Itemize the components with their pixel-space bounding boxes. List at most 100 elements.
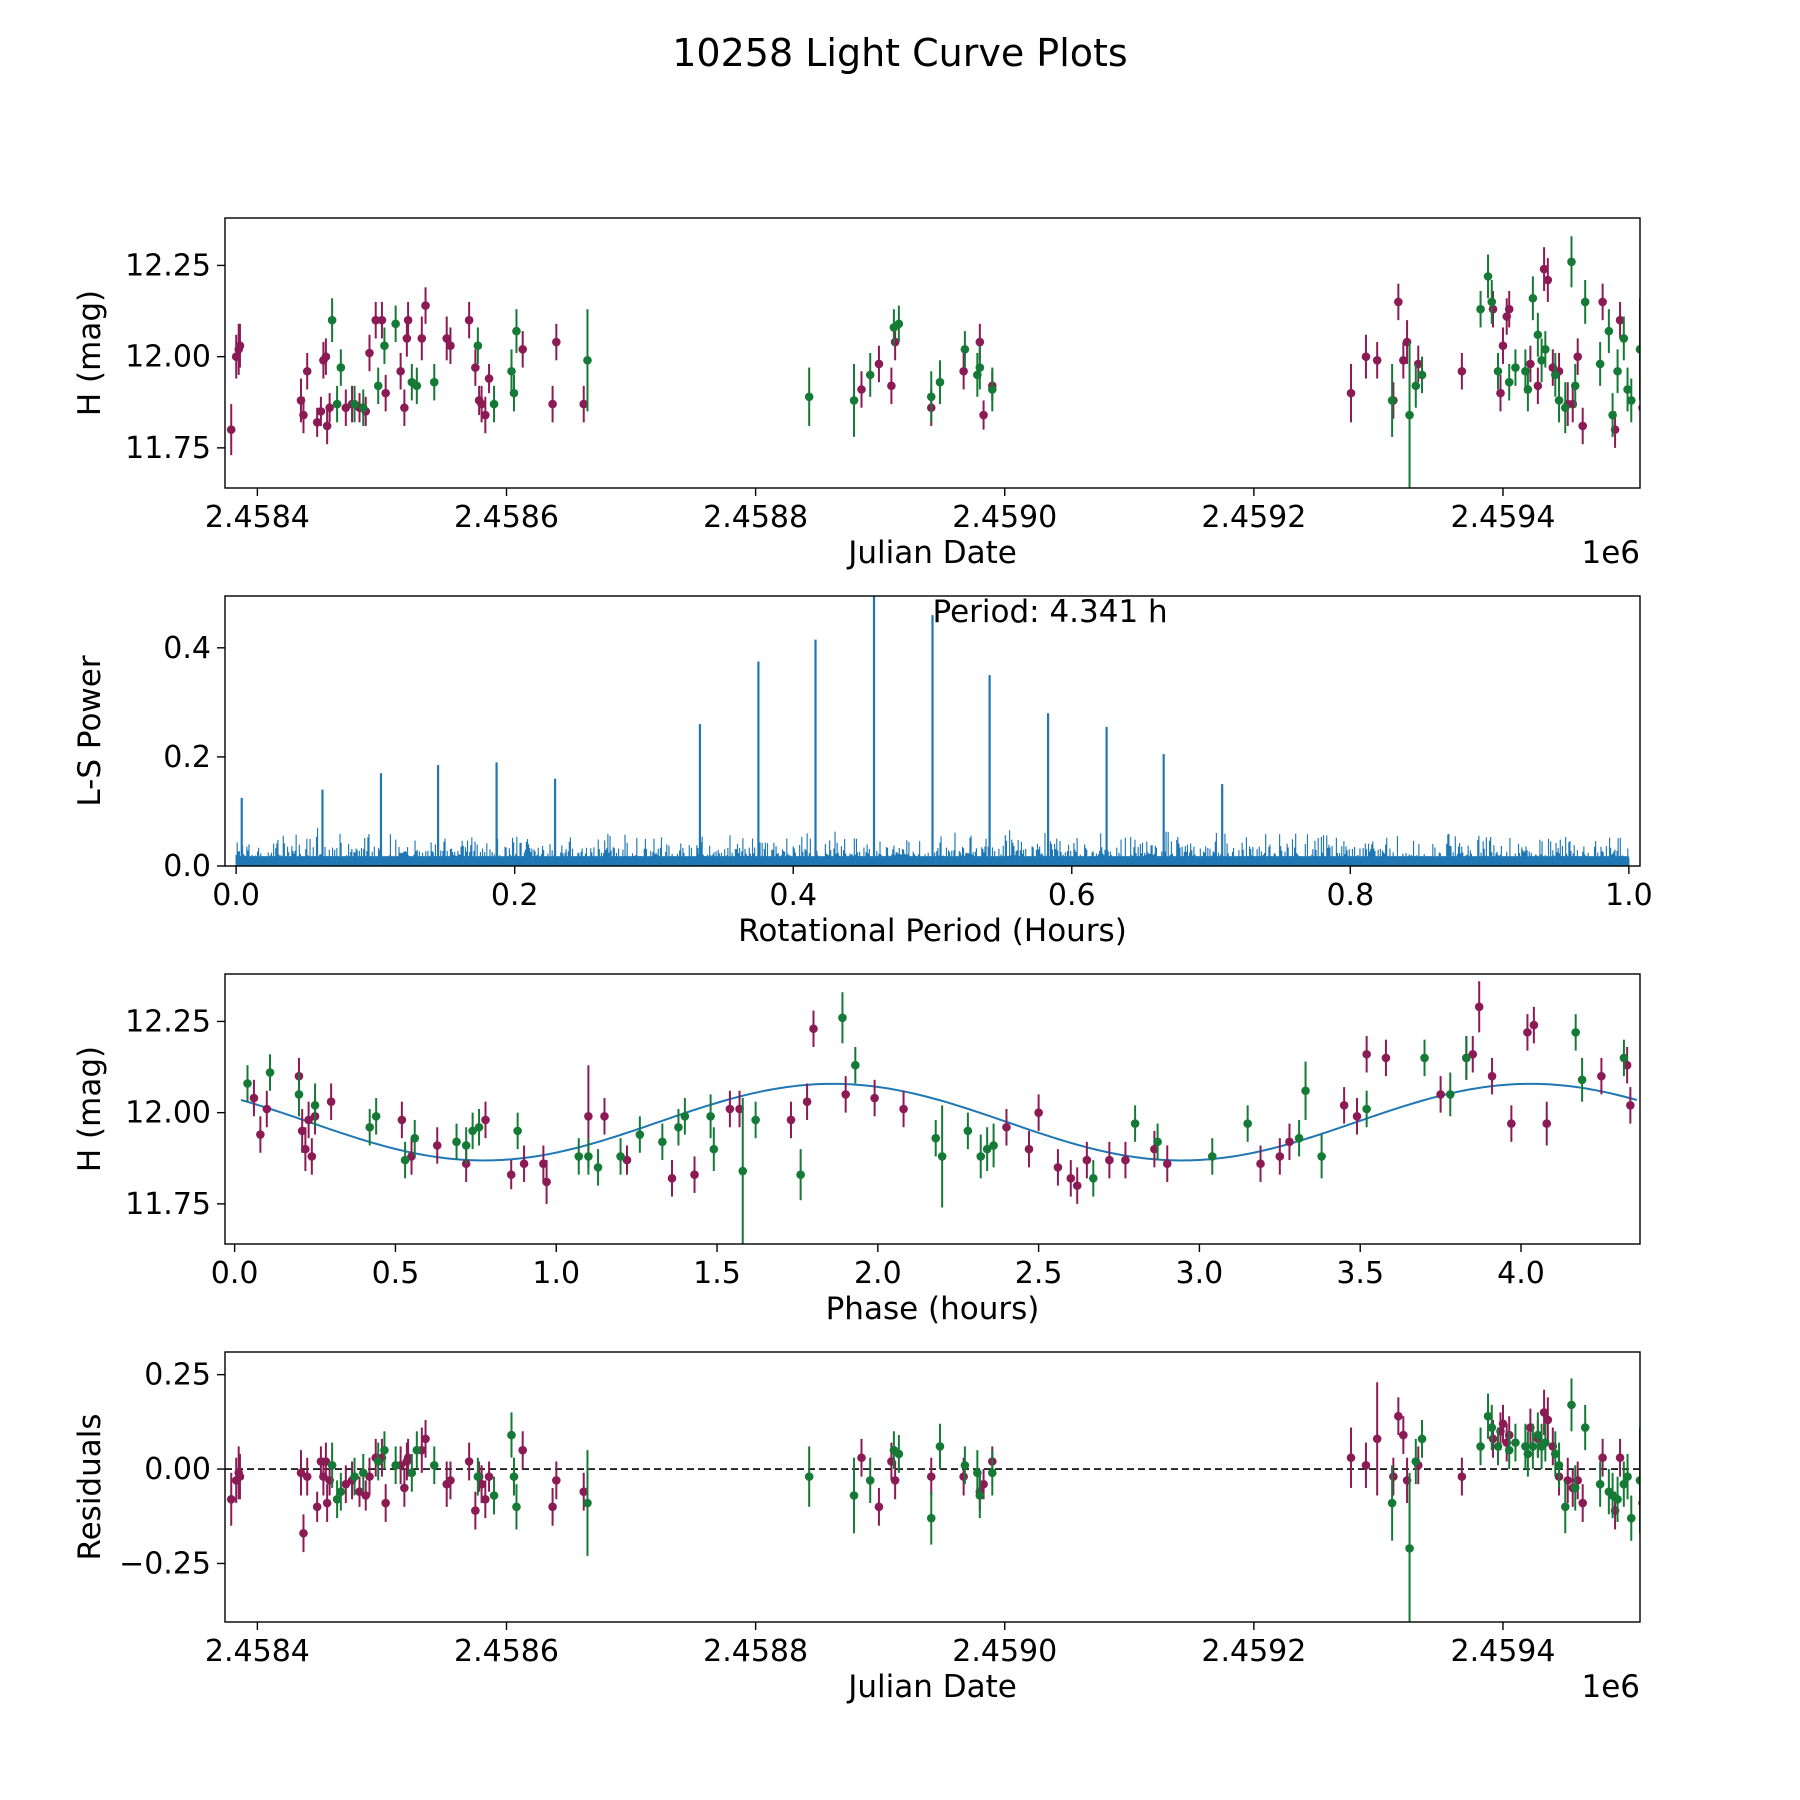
data-point [1658, 268, 1667, 277]
lightcurve-magenta-point-34 [484, 363, 494, 394]
data-point [312, 418, 322, 427]
data-point [421, 1434, 430, 1444]
data-point [1686, 247, 1695, 256]
data-point [1405, 1544, 1414, 1553]
data-point [1626, 396, 1636, 405]
data-point [1573, 352, 1583, 361]
chart-residuals: 2.4584 2.4586 2.4588 2.4590 2.4592 2.4594 −0.2… [72, 1351, 1672, 1705]
data-point [481, 1115, 490, 1125]
residuals-magenta-point-35 [518, 1431, 527, 1470]
phased-green-point-16 [616, 1138, 625, 1175]
phased-magenta-point-7 [307, 1138, 317, 1175]
residuals-magenta-point-39 [857, 1438, 866, 1477]
phased-green-point-9 [461, 1127, 471, 1164]
residuals-magenta-point-3 [235, 1453, 245, 1500]
data-point [1445, 1090, 1455, 1099]
data-point [410, 1133, 420, 1143]
residuals-magenta-point-28 [446, 1461, 455, 1500]
data-point [1533, 330, 1543, 340]
data-point [484, 374, 494, 383]
data-point [979, 410, 988, 420]
phased-green-point-42 [1362, 1090, 1371, 1128]
residuals-magenta-point-29 [464, 1442, 474, 1481]
data-point [937, 1152, 947, 1161]
residuals-green-point-41 [1533, 1412, 1543, 1458]
data-point [312, 1502, 322, 1512]
lightcurve-magenta-point-76 [1643, 404, 1652, 440]
lightcurve-magenta-point-52 [1394, 283, 1403, 321]
phased-green-point-12 [513, 1112, 522, 1150]
phased-green-point-30 [963, 1112, 973, 1150]
data-point [1580, 297, 1590, 307]
data-point [301, 1144, 310, 1154]
periodogram-axes-frame [224, 595, 1641, 867]
lightcurve-magenta-point-57 [1488, 290, 1498, 328]
data-point [1498, 1419, 1508, 1429]
phased-green-point-27 [851, 1046, 860, 1084]
lightcurve-magenta-point-26 [421, 287, 430, 324]
plots-group: 2.4584 2.4586 2.4588 2.4590 2.4592 2.4594 11.7… [72, 217, 1695, 1705]
data-point [857, 1453, 866, 1463]
phased-green-point-0 [243, 1065, 252, 1102]
data-point [1570, 381, 1580, 391]
lightcurve-green-point-47 [1567, 236, 1576, 288]
phased-magenta-point-46 [1339, 1087, 1349, 1124]
phased-green-point-10 [468, 1112, 477, 1150]
periodogram-plot-area [235, 596, 1630, 866]
data-point [579, 1487, 589, 1497]
lightcurve-magenta-point-48 [1346, 363, 1356, 423]
lightcurve-green-point-5 [373, 367, 383, 405]
data-point [327, 1460, 337, 1470]
lightcurve-magenta-point-44 [959, 353, 968, 390]
lightcurve-green-point-49 [1580, 280, 1590, 324]
lightcurve-green-point-16 [583, 309, 592, 412]
data-point [461, 1141, 471, 1150]
lightcurve-xlabel: Julian Date [846, 535, 1017, 571]
phased-magenta-point-4 [297, 1109, 307, 1153]
residuals-magenta-point-71 [1578, 1484, 1588, 1522]
lightcurve-green-point-0 [327, 298, 337, 343]
lightcurve-magenta-point-27 [442, 316, 452, 361]
data-point [738, 1166, 748, 1176]
data-point [1361, 1460, 1371, 1470]
phased-magenta-point-17 [539, 1145, 548, 1182]
lightcurve-green-point-24 [960, 331, 970, 368]
phased-magenta-point-32 [1002, 1109, 1011, 1146]
data-point [975, 1491, 985, 1500]
data-point [680, 1111, 690, 1121]
data-point [513, 1126, 522, 1136]
data-point [1683, 371, 1692, 380]
data-point [667, 1174, 677, 1183]
data-point [518, 345, 527, 354]
lightcurve-green-point-40 [1528, 276, 1538, 321]
data-point [674, 1122, 683, 1132]
data-point [391, 1460, 400, 1470]
residuals-green-point-29 [1405, 1472, 1414, 1622]
data-point [874, 359, 884, 369]
phased-green-point-43 [1420, 1039, 1429, 1077]
phased-green-point-14 [584, 1138, 593, 1175]
data-point [1580, 1423, 1590, 1432]
phased-green-point-24 [751, 1101, 760, 1139]
data-point [1372, 355, 1382, 365]
residuals-magenta-point-79 [1663, 1420, 1672, 1458]
residuals-green-point-8 [407, 1453, 417, 1492]
data-point [446, 341, 455, 351]
data-point [1256, 1159, 1265, 1169]
data-point [1646, 407, 1655, 416]
data-point [735, 1104, 744, 1114]
data-point [509, 1472, 519, 1481]
phased-green-point-31 [976, 1134, 986, 1179]
data-point [1417, 1434, 1427, 1444]
phased-magenta-point-58 [1542, 1101, 1552, 1146]
data-point [706, 1111, 715, 1121]
lightcurve-green-point-39 [1523, 367, 1533, 412]
phased-magenta-point-40 [1121, 1141, 1130, 1179]
data-point [1487, 1071, 1497, 1081]
lightcurve-magenta-point-6 [302, 353, 312, 390]
lightcurve-magenta-point-36 [548, 385, 557, 423]
residuals-magenta-point-15 [355, 1476, 364, 1507]
data-point [1543, 1415, 1553, 1425]
lightcurve-magenta-point-74 [1615, 301, 1625, 339]
phased-xtick-label: 0.5 [372, 1256, 420, 1291]
